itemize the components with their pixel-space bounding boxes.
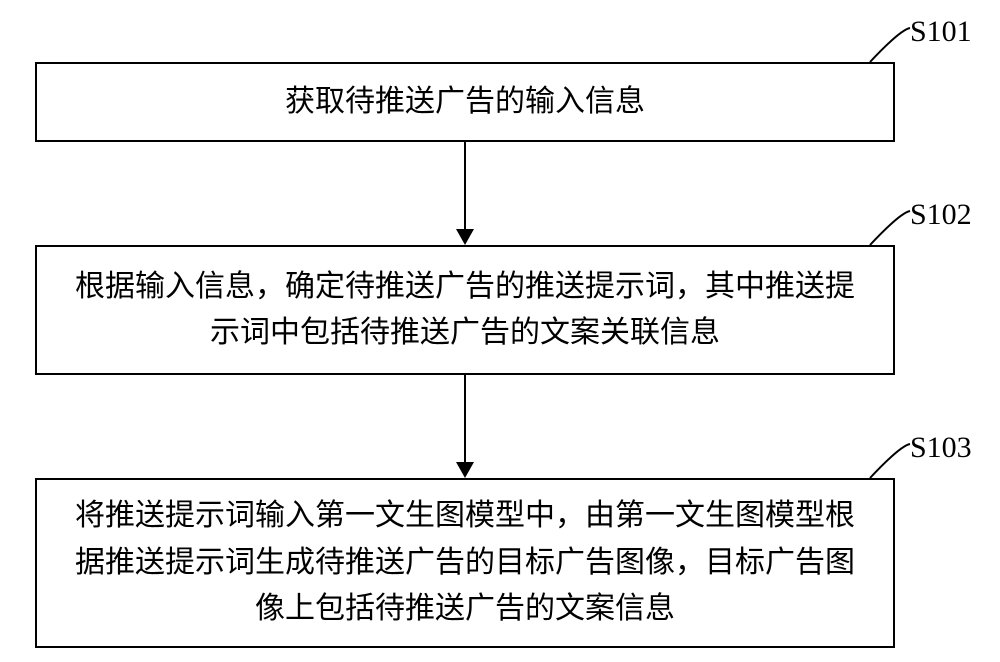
step-box-s103: 将推送提示词输入第一文生图模型中，由第一文生图模型根据推送提示词生成待推送广告的…	[35, 478, 895, 648]
flowchart-canvas: 获取待推送广告的输入信息 S101 根据输入信息，确定待推送广告的推送提示词，其…	[0, 0, 1000, 662]
step-box-s102: 根据输入信息，确定待推送广告的推送提示词，其中推送提示词中包括待推送广告的文案关…	[35, 245, 895, 375]
step-box-s101: 获取待推送广告的输入信息	[35, 62, 895, 142]
step-label-s101: S101	[910, 15, 972, 49]
step-text-s101: 获取待推送广告的输入信息	[285, 79, 645, 126]
step-label-s103: S103	[910, 431, 972, 465]
step-text-s102: 根据输入信息，确定待推送广告的推送提示词，其中推送提示词中包括待推送广告的文案关…	[61, 264, 869, 357]
step-label-s102: S102	[910, 198, 972, 232]
step-text-s103: 将推送提示词输入第一文生图模型中，由第一文生图模型根据推送提示词生成待推送广告的…	[61, 493, 869, 633]
